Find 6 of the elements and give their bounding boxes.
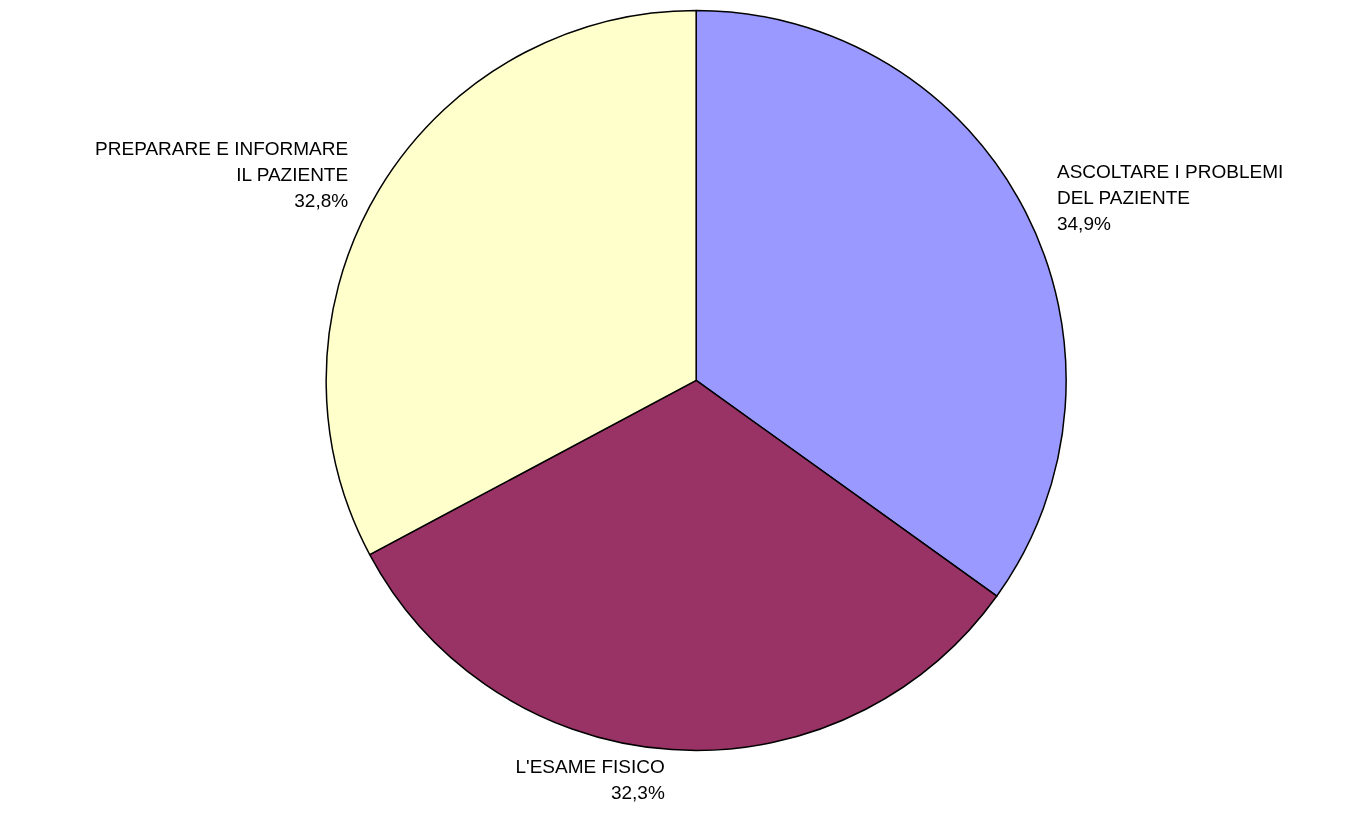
data-label: 32,3% — [610, 782, 665, 804]
data-label: 34,9% — [1056, 213, 1111, 235]
slice-label: PREPARARE E INFORMARE IL PAZIENTE — [95, 138, 349, 186]
data-label: 32,8% — [294, 190, 349, 212]
slice-label: L'ESAME FISICO — [515, 756, 665, 778]
slice-label: ASCOLTARE I PROBLEMI DEL PAZIENTE — [1056, 161, 1284, 209]
